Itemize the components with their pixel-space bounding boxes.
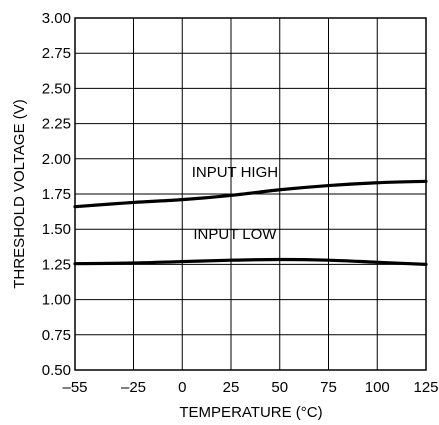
series-line-input-low	[73, 257, 428, 266]
series-label-input-high: INPUT HIGH	[192, 164, 278, 181]
y-axis-label: THRESHOLD VOLTAGE (V)	[11, 99, 28, 288]
y-tick-label: 2.50	[42, 80, 71, 97]
y-tick-label: 2.00	[42, 151, 71, 168]
x-tick-labels: –55 –25 0 25 50 75 100 125	[62, 379, 438, 396]
y-tick-label: 2.75	[42, 45, 71, 62]
x-axis-label: TEMPERATURE (°C)	[179, 404, 322, 421]
x-tick-label: 125	[413, 379, 438, 396]
y-tick-label: 1.50	[42, 221, 71, 238]
x-tick-label: 50	[271, 379, 288, 396]
plot-frame	[74, 17, 427, 371]
series-line-input-high	[73, 179, 428, 209]
y-tick-label: 3.00	[42, 10, 71, 27]
y-tick-labels: 0.50 0.75 1.00 1.25 1.50 1.75 2.00 2.25 2.50 2.75…	[42, 10, 71, 379]
y-tick-label: 0.50	[42, 362, 71, 379]
y-tick-label: 2.25	[42, 116, 71, 133]
x-tick-label: –55	[62, 379, 87, 396]
series-labels: INPUT HIGH INPUT LOW	[192, 164, 278, 243]
y-tick-label: 0.75	[42, 327, 71, 344]
x-tick-label: 100	[365, 379, 390, 396]
y-tick-label: 1.00	[42, 292, 71, 309]
series-label-input-low: INPUT LOW	[193, 226, 277, 243]
series-lines	[73, 179, 428, 266]
x-tick-label: 25	[223, 379, 240, 396]
x-tick-label: 75	[320, 379, 337, 396]
y-tick-label: 1.75	[42, 186, 71, 203]
x-tick-label: 0	[178, 379, 186, 396]
x-tick-label: –25	[121, 379, 146, 396]
y-tick-label: 1.25	[42, 256, 71, 273]
